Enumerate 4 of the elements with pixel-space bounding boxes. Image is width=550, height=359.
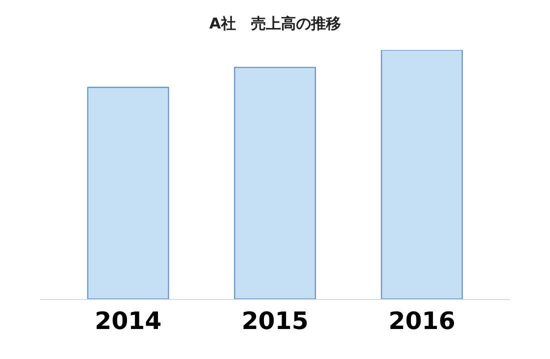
x-tick-label: 2016 [388,306,456,335]
x-tick-label: 2014 [94,306,162,335]
chart-title: A社 売上高の推移 [209,14,341,32]
x-tick-label: 2015 [242,306,308,335]
